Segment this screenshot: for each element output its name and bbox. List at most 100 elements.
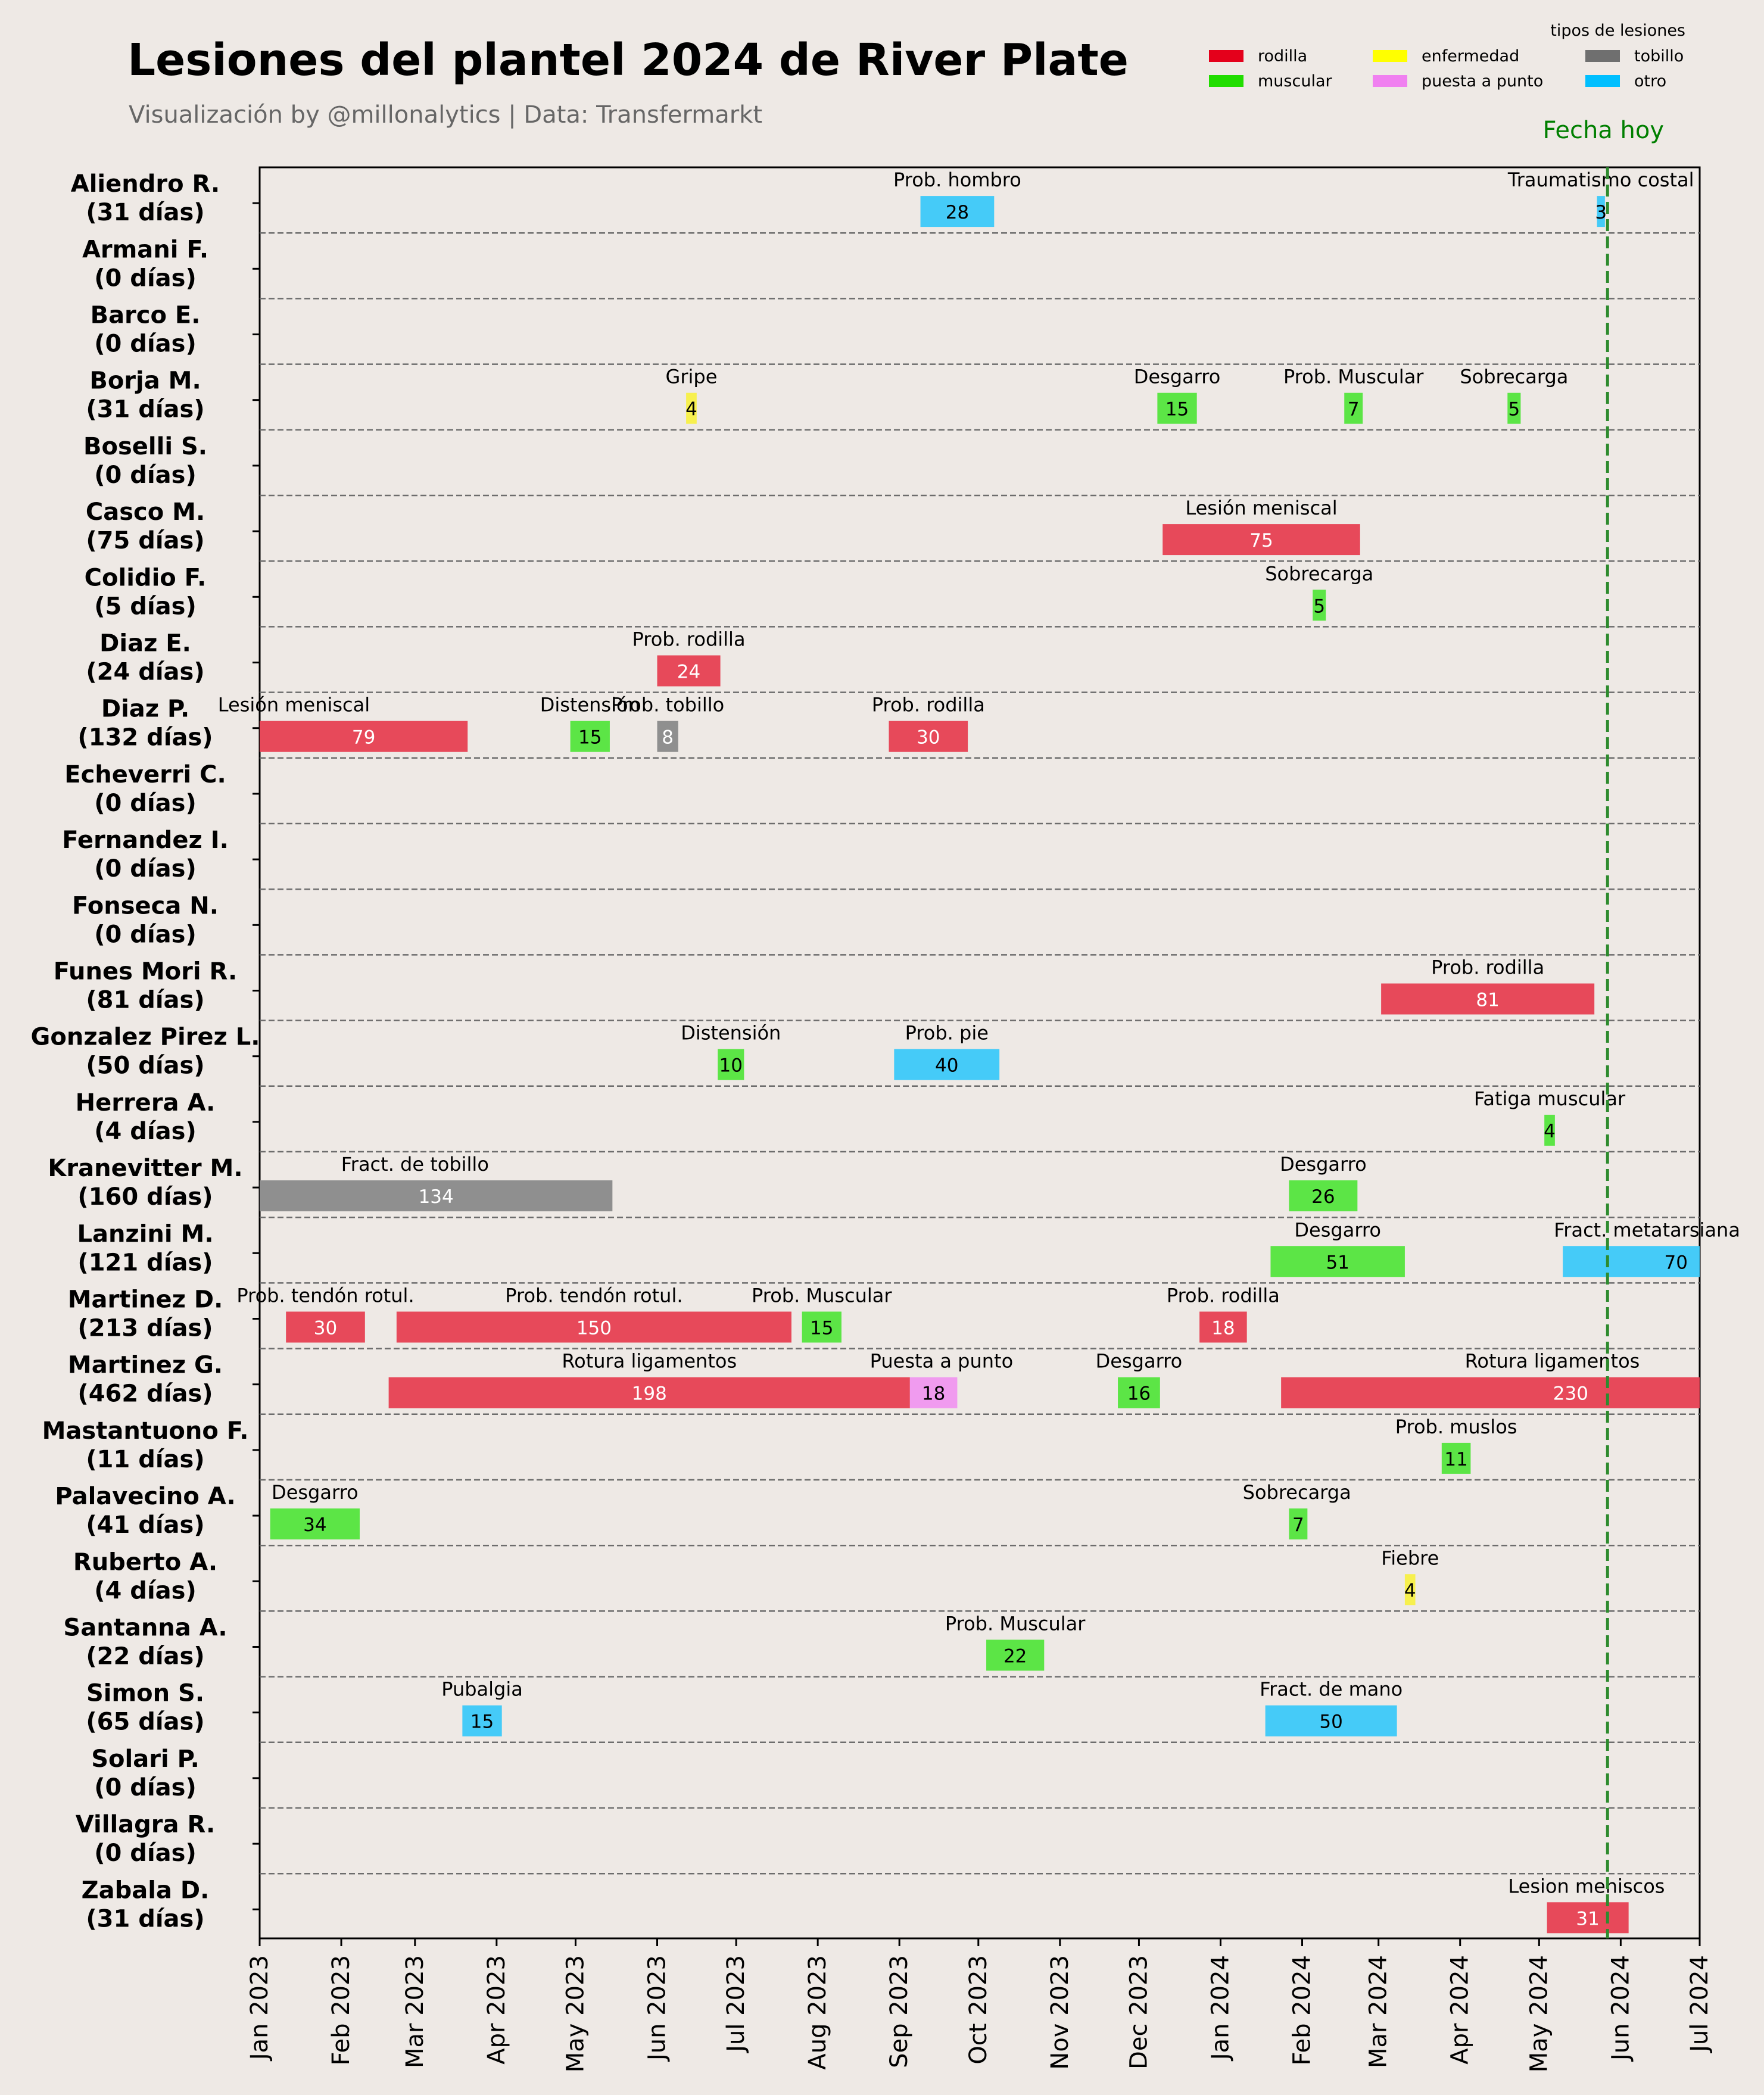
injury-name-label: Prob. rodilla	[1167, 1285, 1280, 1307]
injury-days-label: 24	[677, 662, 700, 683]
injury-name-label: Lesión meniscal	[218, 694, 370, 716]
y-label-days: (81 días)	[86, 987, 204, 1014]
injury-name-label: Prob. tendón rotul.	[236, 1285, 414, 1307]
injury-name-label: Prob. Muscular	[752, 1285, 892, 1307]
injury-name-label: Sobrecarga	[1265, 562, 1373, 585]
injury-days-label: 18	[922, 1383, 945, 1405]
y-label-days: (0 días)	[94, 331, 196, 358]
x-tick-label: Jul 2024	[1686, 1955, 1713, 2054]
injury-name-label: Distensión	[540, 694, 640, 716]
injury-days-label: 5	[1508, 399, 1520, 420]
chart-subtitle: Visualización by @millonalytics | Data: …	[129, 101, 763, 129]
y-label-days: (160 días)	[77, 1183, 213, 1211]
injury-name-label: Prob. Muscular	[945, 1613, 1086, 1635]
injury-bar	[1289, 1508, 1308, 1540]
y-label-days: (11 días)	[86, 1446, 204, 1473]
injury-name-label: Fract. de tobillo	[341, 1153, 489, 1176]
y-label-player: Echeverri C.	[64, 761, 226, 788]
y-label-player: Solari P.	[91, 1745, 200, 1773]
injury-bar	[657, 655, 721, 687]
injury-days-label: 10	[719, 1055, 743, 1077]
injury-days-label: 28	[946, 202, 969, 223]
injury-days-label: 70	[1664, 1252, 1687, 1273]
injury-bar	[1118, 1377, 1160, 1408]
injury-days-label: 50	[1319, 1711, 1342, 1733]
y-label-player: Herrera A.	[76, 1089, 216, 1117]
injury-days-label: 4	[1544, 1121, 1556, 1142]
legend-label: muscular	[1258, 72, 1332, 91]
injury-days-label: 15	[470, 1711, 494, 1733]
injury-bar	[1544, 1114, 1555, 1146]
injury-bar	[986, 1639, 1045, 1671]
x-tick-label: May 2024	[1525, 1955, 1553, 2072]
injury-name-label: Lesion meniscos	[1508, 1875, 1665, 1897]
injury-bar	[802, 1311, 842, 1343]
injury-name-label: Pubalgia	[441, 1678, 523, 1701]
x-tick-label: Aug 2023	[804, 1955, 831, 2070]
y-label-player: Villagra R.	[76, 1811, 215, 1838]
y-label-days: (0 días)	[94, 921, 196, 948]
injury-days-label: 51	[1326, 1252, 1349, 1273]
legend-swatch	[1373, 50, 1407, 62]
injury-name-label: Fatiga muscular	[1474, 1087, 1626, 1110]
y-label-days: (41 días)	[86, 1511, 204, 1539]
y-label-days: (75 días)	[86, 527, 204, 554]
injury-bar	[1404, 1574, 1416, 1605]
y-label-player: Aliendro R.	[71, 170, 220, 198]
injury-bar	[1265, 1705, 1397, 1737]
injury-name-label: Prob. rodilla	[1431, 956, 1544, 979]
x-tick-label: Jun 2023	[643, 1955, 671, 2062]
injury-name-label: Sobrecarga	[1243, 1481, 1351, 1504]
injury-name-label: Sobrecarga	[1460, 366, 1568, 388]
y-label-player: Fernandez I.	[62, 827, 229, 854]
injury-name-label: Traumatismo costal	[1507, 169, 1694, 191]
x-tick-label: Feb 2023	[328, 1955, 355, 2065]
injury-bar	[894, 1049, 1000, 1080]
y-label-player: Palavecino A.	[55, 1483, 235, 1510]
y-label-days: (0 días)	[94, 264, 196, 292]
legend-label: enfermedad	[1422, 47, 1519, 66]
x-tick-label: Dec 2023	[1125, 1955, 1152, 2069]
x-tick-label: Jul 2023	[722, 1955, 750, 2054]
legend-label: rodilla	[1258, 47, 1307, 66]
injury-bar	[1281, 1377, 1700, 1408]
injury-bar	[1163, 524, 1360, 556]
legend-swatch	[1209, 50, 1243, 62]
injury-bar	[260, 721, 468, 752]
injury-bar	[396, 1311, 791, 1343]
legend-label: otro	[1634, 72, 1666, 91]
injury-days-label: 18	[1211, 1318, 1235, 1339]
y-label-player: Mastantuono F.	[42, 1417, 249, 1445]
injury-name-label: Fiebre	[1381, 1547, 1439, 1569]
injury-name-label: Prob. Muscular	[1283, 366, 1424, 388]
y-label-days: (213 días)	[77, 1315, 213, 1342]
y-label-days: (0 días)	[94, 462, 196, 489]
y-label-days: (5 días)	[94, 593, 196, 620]
y-label-player: Casco M.	[86, 498, 205, 526]
y-label-days: (31 días)	[86, 1905, 204, 1932]
x-tick-label: Jan 2023	[246, 1955, 273, 2062]
injury-bar	[1157, 392, 1197, 424]
injury-days-label: 3	[1595, 202, 1607, 223]
injury-name-label: Puesta a punto	[870, 1350, 1013, 1373]
y-label-days: (22 días)	[86, 1643, 204, 1670]
y-label-player: Simon S.	[86, 1680, 204, 1707]
x-tick-label: Sep 2023	[886, 1955, 913, 2068]
injury-days-label: 22	[1003, 1646, 1027, 1667]
injury-days-label: 79	[352, 727, 375, 749]
y-label-days: (65 días)	[86, 1709, 204, 1736]
y-label-days: (132 días)	[77, 724, 213, 752]
injury-days-label: 7	[1348, 399, 1360, 420]
injury-days-label: 15	[578, 727, 601, 749]
injury-bar	[657, 721, 678, 752]
today-label: Fecha hoy	[1543, 117, 1665, 144]
y-label-player: Martinez G.	[68, 1352, 223, 1379]
injury-name-label: Fract. metatarsiana	[1554, 1218, 1740, 1241]
injury-bar	[270, 1508, 360, 1540]
injury-bar	[1289, 1180, 1358, 1212]
injury-name-label: Prob. rodilla	[872, 694, 985, 716]
legend-swatch	[1373, 75, 1407, 87]
y-label-days: (24 días)	[86, 659, 204, 686]
injury-bar	[260, 1180, 613, 1212]
